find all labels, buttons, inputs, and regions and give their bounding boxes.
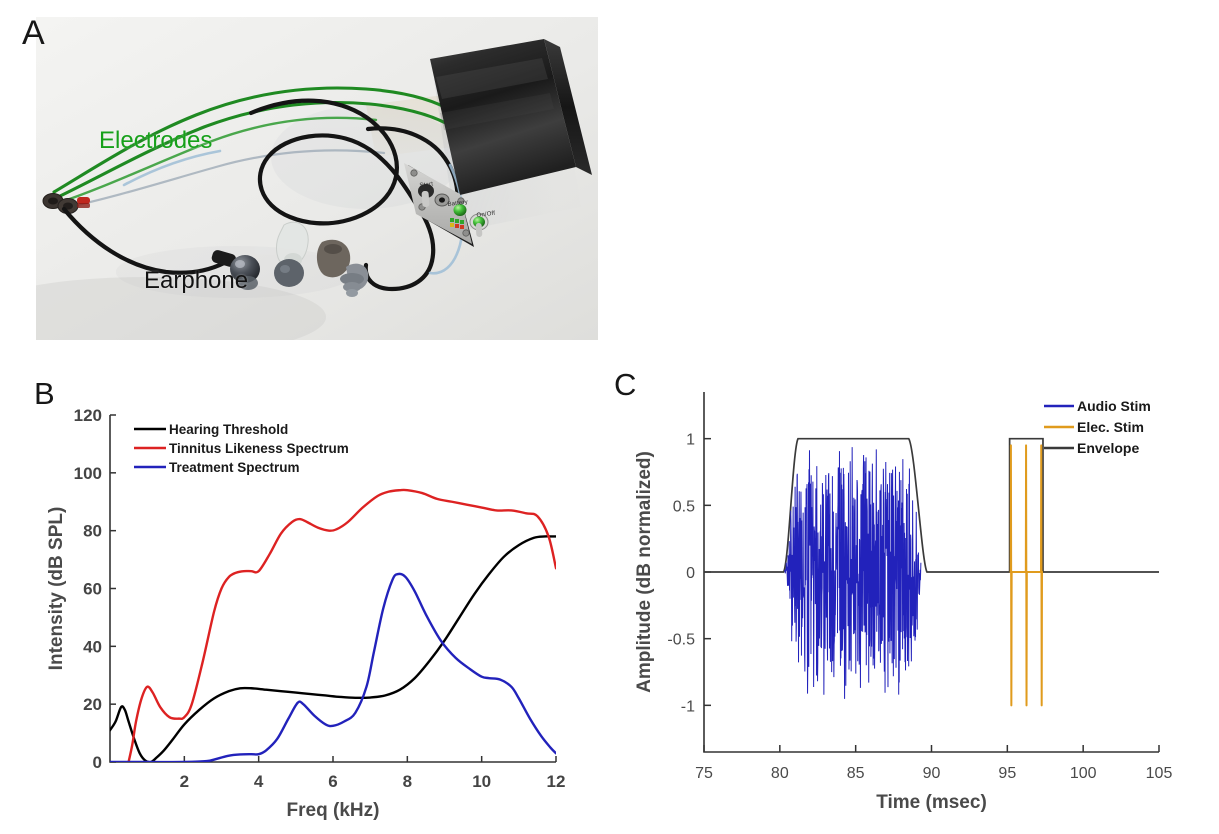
panel-b-legend-label: Hearing Threshold [169, 422, 288, 437]
panel-c-ytick-label: -1 [681, 698, 695, 715]
photo-graphics [36, 17, 598, 340]
panel-b-xtick-label: 6 [328, 772, 337, 791]
panel-b-svg: 0 20 40 60 80 100 120 2 4 6 8 10 12 Freq (kHz) Intensi… [46, 406, 565, 820]
electrodes-annotation: Electrodes [99, 127, 213, 154]
panel-b-xtick-label: 4 [254, 772, 264, 791]
panel-b-xtick-label: 10 [472, 772, 491, 791]
audio-jack [434, 193, 450, 207]
panel-b-ytick-label: 80 [83, 522, 102, 541]
panel-c-elec-stim [1009, 444, 1043, 707]
panel-c-ytick-label: 0 [686, 565, 695, 582]
panel-c-series [704, 437, 1159, 707]
panel-b-series-line [110, 535, 556, 762]
panel-a: Start Battery On/Off Electrodes Earphone [36, 17, 598, 340]
panel-b-legend-label: Treatment Spectrum [169, 460, 300, 475]
panel-b-ytick-label: 20 [83, 695, 102, 714]
panel-b-xtick-label: 2 [180, 772, 189, 791]
panel-b-ytick-label: 40 [83, 637, 102, 656]
panel-c-legend-label: Elec. Stim [1077, 419, 1144, 435]
panel-c-legend-label: Envelope [1077, 440, 1139, 456]
panel-c-xtick-label: 75 [695, 765, 713, 782]
panel-b-xlabel: Freq (kHz) [287, 800, 380, 820]
panel-b-xtick-label: 8 [403, 772, 412, 791]
panel-b-chart: 0 20 40 60 80 100 120 2 4 6 8 10 12 Freq (kHz) Intensi… [36, 370, 598, 820]
device-photograph: Start Battery On/Off Electrodes Earphone [36, 17, 598, 340]
panel-c-ytick-label: 1 [686, 432, 695, 449]
panel-b-ytick-label: 120 [74, 406, 102, 425]
panel-c-ytick-label: -0.5 [667, 632, 695, 649]
panel-b-ytick-label: 100 [74, 464, 102, 483]
panel-c-xtick-label: 100 [1070, 765, 1097, 782]
panel-c-xtick-label: 90 [923, 765, 941, 782]
cable-blue-accent [122, 149, 465, 275]
stimulator-device [404, 39, 592, 247]
start-switch [418, 184, 434, 207]
panel-c-legend: Audio Stim Elec. Stim Envelope [1044, 398, 1151, 456]
panel-b-xtick-label: 12 [547, 772, 566, 791]
panel-c-envelope [704, 437, 1159, 573]
surface-shading [36, 277, 326, 340]
panel-c-svg: -1 -0.5 0 0.5 1 75 80 85 90 95 100 105 Time (msec) Am… [634, 392, 1172, 813]
ear-tips [274, 221, 369, 297]
panel-b-plot-area: 0 20 40 60 80 100 120 2 4 6 8 10 12 Freq (kHz) Intensi… [46, 406, 565, 820]
panel-c-xtick-label: 95 [998, 765, 1016, 782]
battery-led [453, 204, 467, 216]
panel-c-xlabel: Time (msec) [876, 792, 987, 813]
panel-c-chart: -1 -0.5 0 0.5 1 75 80 85 90 95 100 105 Time (msec) Am… [614, 370, 1214, 820]
panel-b-ytick-label: 0 [93, 753, 102, 772]
panel-c-audio-stim [783, 447, 922, 699]
panel-b-letter: B [34, 376, 55, 411]
panel-b-legend: Hearing Threshold Tinnitus Likeness Spect… [134, 422, 349, 475]
panel-c-ylabel: Amplitude (dB normalized) [634, 451, 655, 693]
panel-b-ytick-label: 60 [83, 580, 102, 599]
panel-c-ytick-label: 0.5 [673, 498, 695, 515]
panel-b-series-line [127, 488, 556, 762]
panel-b-series-line [110, 572, 556, 762]
indicator-leds [450, 218, 464, 229]
panel-b-ylabel: Intensity (dB SPL) [46, 507, 67, 671]
panel-a-letter: A [22, 14, 45, 52]
onoff-button [469, 213, 489, 237]
panel-c-letter: C [614, 367, 637, 402]
panel-c-xtick-label: 85 [847, 765, 865, 782]
panel-c-xtick-label: 80 [771, 765, 789, 782]
panel-b-series [110, 488, 556, 762]
earphone-bud [211, 250, 260, 290]
panel-c-plot-area: -1 -0.5 0 0.5 1 75 80 85 90 95 100 105 Time (msec) Am… [634, 392, 1172, 813]
panel-b-legend-label: Tinnitus Likeness Spectrum [169, 441, 349, 456]
earphone-annotation: Earphone [144, 267, 249, 294]
panel-c-xtick-label: 105 [1146, 765, 1173, 782]
panel-c-legend-label: Audio Stim [1077, 398, 1151, 414]
